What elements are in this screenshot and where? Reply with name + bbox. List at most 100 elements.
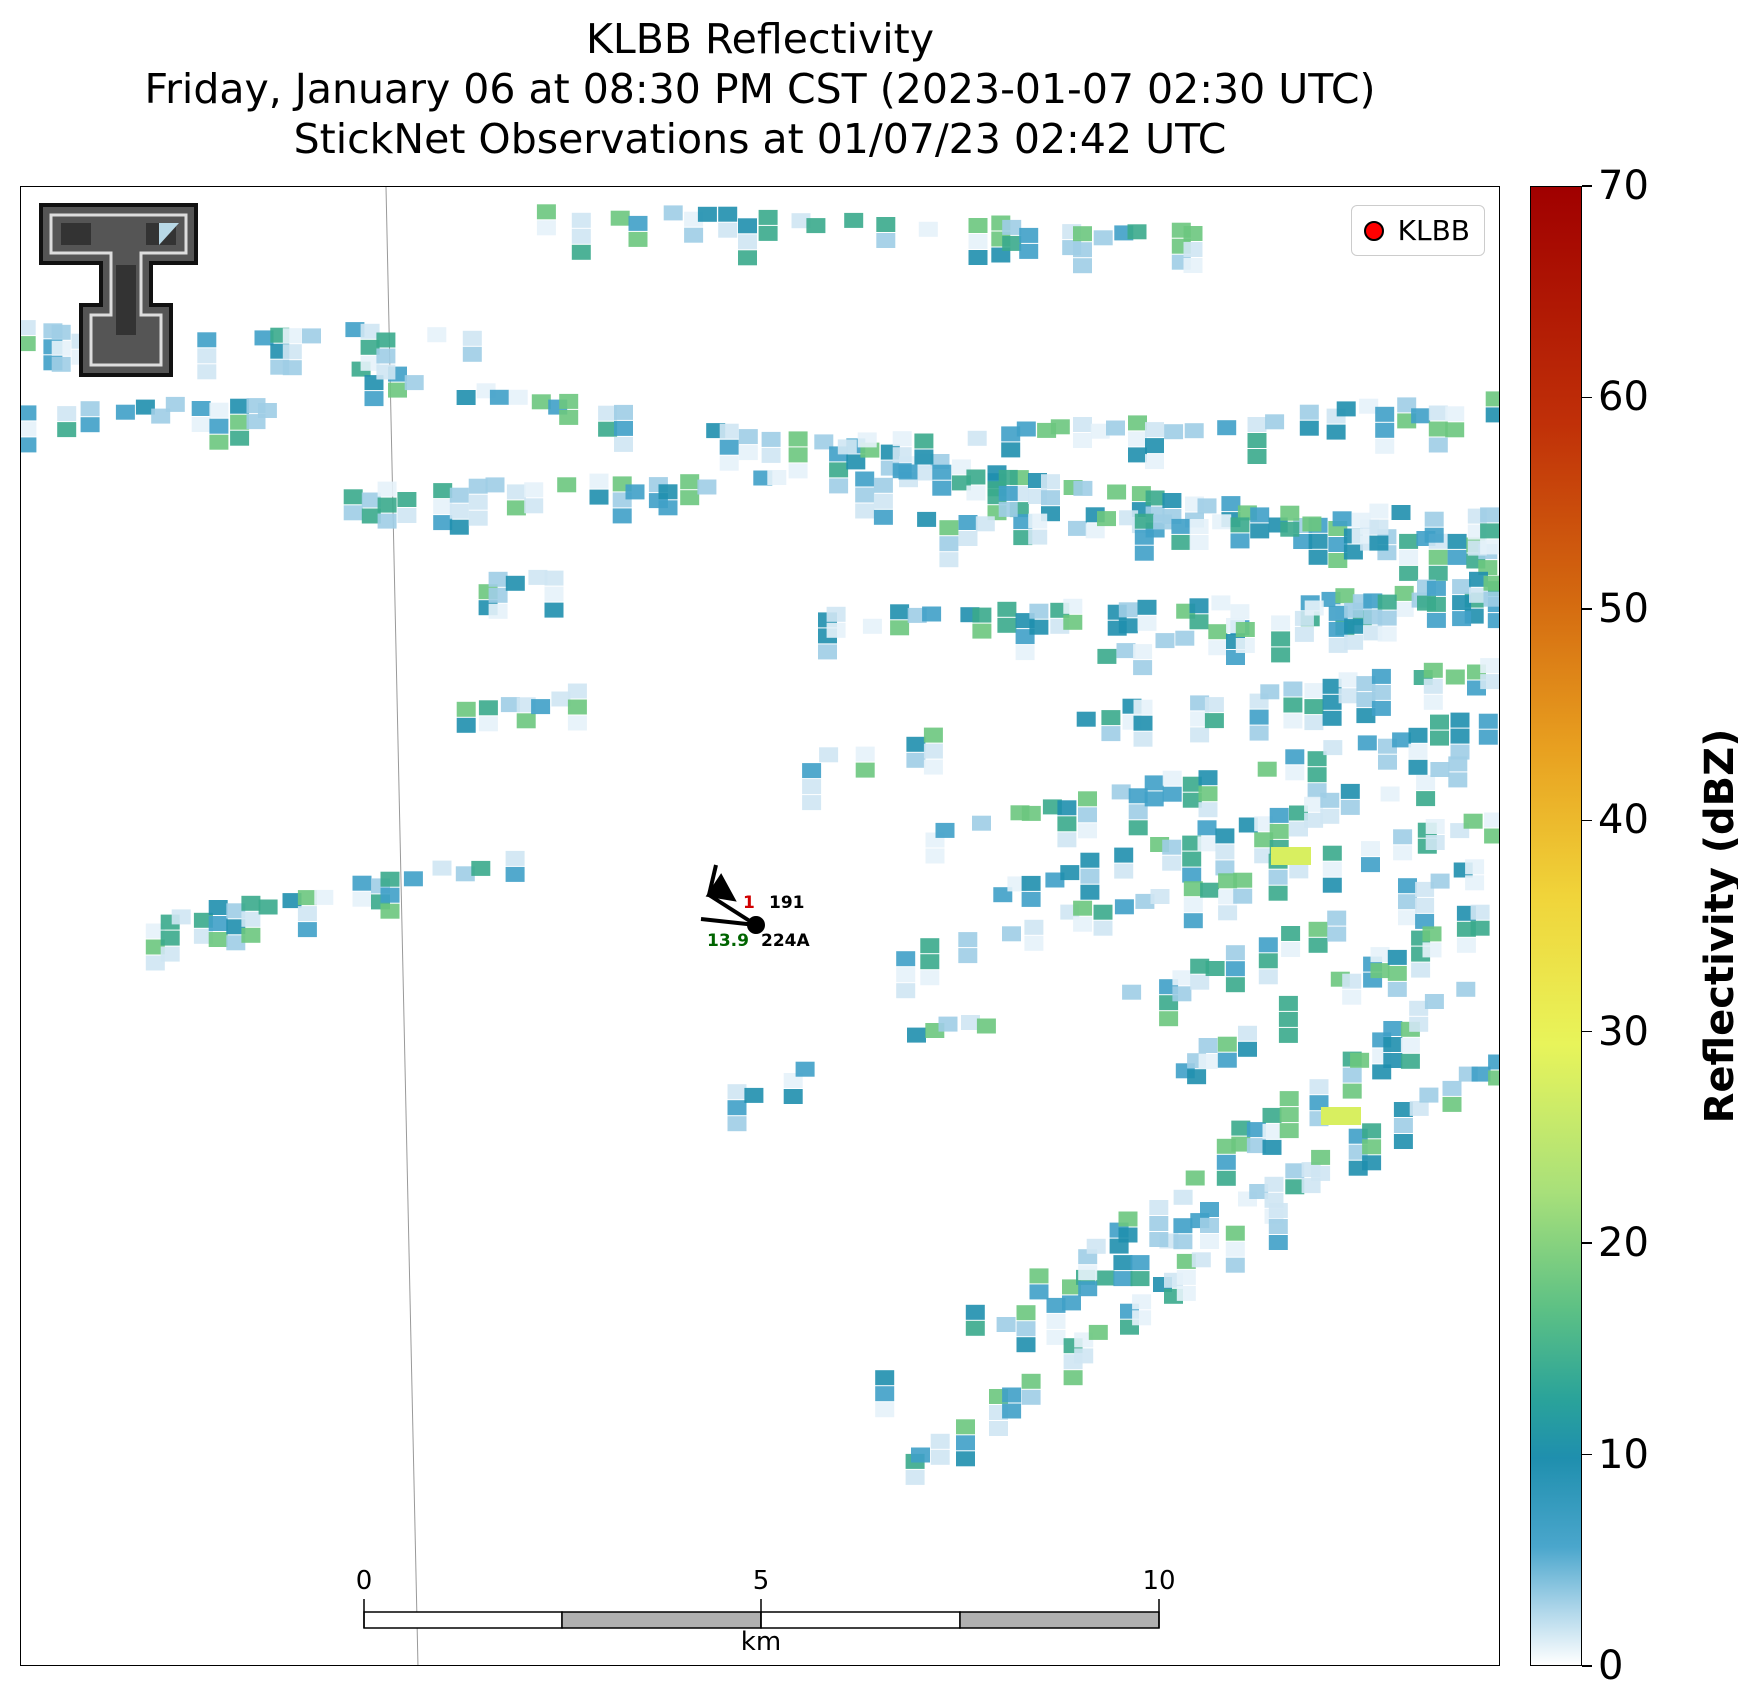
reflectivity-cell [1322,845,1342,861]
reflectivity-cell [1233,872,1253,888]
reflectivity-cell [628,231,648,247]
reflectivity-cell [1218,889,1238,905]
reflectivity-cell [1465,875,1485,891]
reflectivity-cell [1118,602,1138,618]
reflectivity-cell [907,1027,926,1043]
reflectivity-cell [193,912,213,928]
reflectivity-cell [758,225,778,241]
reflectivity-cell [914,465,934,481]
reflectivity-cell [896,967,916,983]
reflectivity-cell [230,414,250,430]
reflectivity-cell [855,762,875,778]
reflectivity-cell [1130,1271,1150,1287]
reflectivity-cell [1484,812,1499,828]
reflectivity-cell [614,436,633,452]
reflectivity-cell [1445,669,1465,685]
reflectivity-cell [361,492,381,508]
reflectivity-cell [1488,1070,1499,1086]
reflectivity-cell [1133,699,1153,715]
reflectivity-cell [1001,442,1021,458]
reflectivity-cell [1046,1297,1066,1313]
reflectivity-cell [1145,490,1165,506]
reflectivity-cell [1101,726,1121,742]
reflectivity-cell [1394,601,1414,617]
reflectivity-cell [920,954,940,970]
reflectivity-cell [209,434,229,450]
reflectivity-cell [1133,731,1153,747]
reflectivity-cell [1073,916,1093,932]
reflectivity-cell [1308,549,1328,565]
reflectivity-cell [536,204,556,220]
reflectivity-cell [1172,970,1192,986]
reflectivity-cell [433,499,453,515]
reflectivity-cell [1375,406,1395,422]
reflectivity-cell [911,1447,930,1463]
reflectivity-cell [208,932,228,947]
reflectivity-cell [826,622,846,638]
reflectivity-cell [1183,913,1203,929]
reflectivity-cell [1172,986,1192,1002]
reflectivity-cell [1442,1096,1462,1112]
reflectivity-cell [961,1015,980,1030]
reflectivity-cell [377,481,397,497]
reflectivity-cell [485,477,505,493]
reflectivity-cell [965,1320,985,1336]
radar-map[interactable]: 0 5 10 km 1 191 13.9 224A KLBB [20,186,1500,1666]
colorbar-tick-label: 0 [1598,1643,1624,1689]
reflectivity-cell [1144,791,1164,807]
reflectivity-cell [1327,910,1347,926]
reflectivity-cell [1190,711,1210,727]
reflectivity-cell [478,700,498,716]
reflectivity-cell [80,417,100,433]
reflectivity-cell [1042,799,1062,815]
reflectivity-cell [906,736,926,752]
reflectivity-cell [1423,678,1443,694]
reflectivity-cell [939,536,959,552]
colorbar-tick-label: 40 [1598,797,1649,844]
reflectivity-cell [193,928,213,944]
reflectivity-cell [1021,1373,1041,1389]
reflectivity-cell [1198,802,1218,818]
reflectivity-cell [998,485,1018,501]
reflectivity-cell [966,485,986,501]
reflectivity-cell [1016,421,1036,437]
reflectivity-cell [998,501,1018,517]
reflectivity-cell [1322,678,1342,694]
reflectivity-cell [1215,860,1235,876]
reflectivity-cell [1002,1403,1022,1419]
reflectivity-cell [1198,1054,1218,1069]
reflectivity-cell [1447,533,1467,549]
reflectivity-cell [1442,1080,1462,1096]
reflectivity-cell [1470,904,1490,920]
reflectivity-cell [1162,839,1182,855]
reflectivity-cell [1447,549,1467,565]
reflectivity-cell [1247,449,1267,464]
reflectivity-cell [890,604,910,620]
reflectivity-cell [377,497,397,513]
reflectivity-cell [1145,422,1164,438]
reflectivity-cell [998,469,1018,485]
reflectivity-cell [1445,422,1465,438]
reflectivity-cell [1114,847,1134,863]
reflectivity-cell [468,510,488,526]
reflectivity-cell [814,434,834,450]
chart-subtitle-time: Friday, January 06 at 08:30 PM CST (2023… [144,65,1376,113]
station-dewpoint: 13.9 [707,931,749,951]
reflectivity-cell [57,422,77,438]
reflectivity-cell [1328,605,1348,621]
reflectivity-cell [1304,812,1324,828]
reflectivity-cell [614,404,633,420]
reflectivity-cell [524,498,544,514]
reflectivity-cell [1383,1053,1403,1068]
reflectivity-cell [1080,884,1100,900]
reflectivity-cell [1182,792,1202,808]
reflectivity-cell [559,409,579,425]
reflectivity-cell [719,423,739,439]
reflectivity-cell [1342,989,1362,1005]
reflectivity-cell [680,490,700,506]
reflectivity-cell [1394,585,1414,601]
reflectivity-cell [1145,454,1164,470]
reflectivity-cell [1216,1154,1236,1170]
reflectivity-cell [680,474,700,490]
reflectivity-cell [500,697,520,713]
